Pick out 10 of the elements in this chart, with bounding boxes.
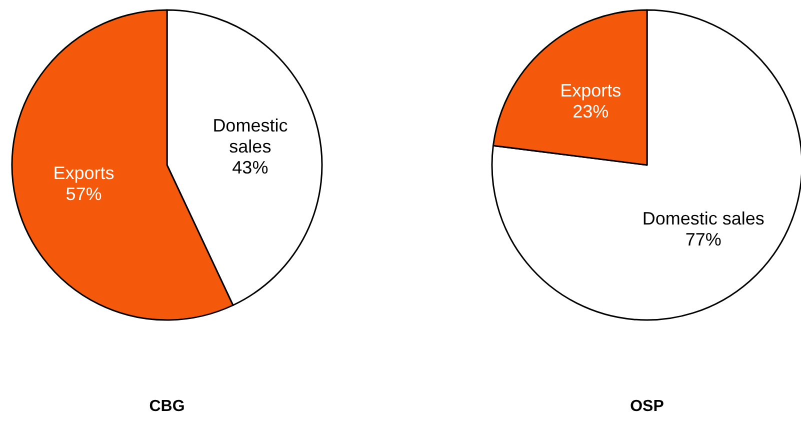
text: OSP <box>630 398 664 415</box>
slice-label: Exports <box>53 163 114 184</box>
data-label: 43% <box>232 157 268 178</box>
data-label: 77% <box>685 229 722 250</box>
text: CBG <box>149 398 185 415</box>
slice-label: Exports <box>560 80 622 101</box>
data-label: 23% <box>572 102 609 122</box>
slice-label: Domestic sales <box>642 208 764 228</box>
data-label: 57% <box>66 184 102 204</box>
slice-label: Domestic sales <box>212 115 288 156</box>
